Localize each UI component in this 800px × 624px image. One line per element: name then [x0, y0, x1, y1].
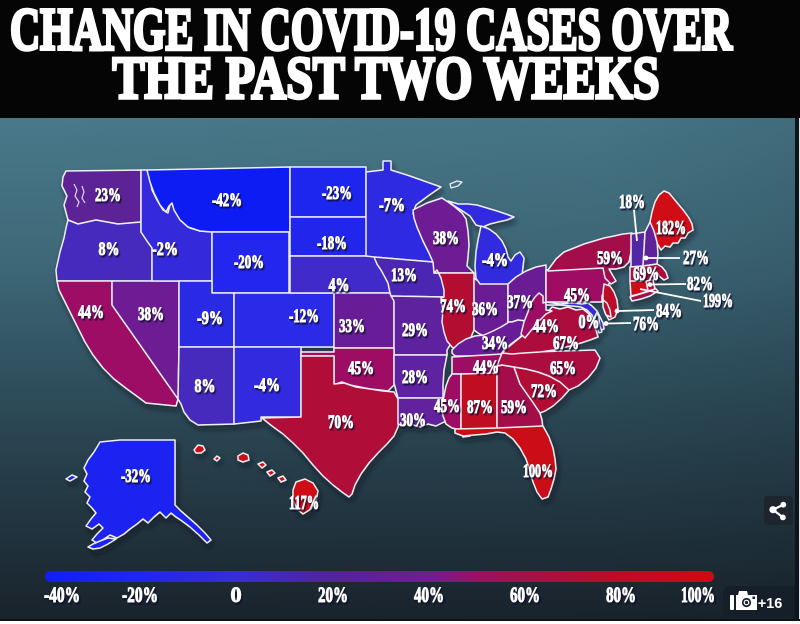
svg-text:74%: 74%: [440, 296, 466, 317]
svg-text:0: 0: [231, 582, 242, 607]
svg-text:87%: 87%: [467, 397, 493, 418]
svg-text:199%: 199%: [703, 290, 733, 312]
svg-text:100%: 100%: [681, 582, 715, 607]
svg-text:-4%: -4%: [482, 250, 508, 271]
svg-text:100%: 100%: [523, 461, 553, 482]
svg-text:-42%: -42%: [212, 190, 242, 211]
svg-text:27%: 27%: [683, 247, 709, 269]
svg-text:29%: 29%: [402, 320, 428, 341]
svg-text:60%: 60%: [510, 582, 540, 607]
svg-text:-18%: -18%: [317, 233, 347, 254]
svg-text:45%: 45%: [434, 396, 460, 417]
svg-text:80%: 80%: [606, 582, 636, 607]
svg-text:69%: 69%: [633, 263, 659, 285]
svg-text:117%: 117%: [289, 492, 319, 514]
svg-text:-20%: -20%: [122, 582, 158, 607]
svg-text:-2%: -2%: [152, 239, 178, 260]
svg-text:-40%: -40%: [44, 582, 80, 607]
svg-text:34%: 34%: [482, 333, 508, 354]
svg-text:182%: 182%: [656, 217, 686, 239]
svg-text:-4%: -4%: [254, 375, 280, 396]
svg-text:20%: 20%: [318, 582, 348, 607]
svg-text:+16: +16: [758, 596, 783, 612]
svg-text:0%: 0%: [579, 311, 600, 333]
svg-text:13%: 13%: [391, 265, 417, 286]
svg-text:70%: 70%: [328, 412, 354, 433]
svg-text:THE PAST TWO WEEKS: THE PAST TWO WEEKS: [113, 45, 660, 111]
svg-text:4%: 4%: [329, 275, 350, 296]
svg-text:65%: 65%: [550, 358, 576, 379]
svg-text:38%: 38%: [433, 228, 459, 249]
svg-text:28%: 28%: [402, 367, 428, 388]
svg-text:18%: 18%: [619, 191, 645, 213]
svg-text:-32%: -32%: [121, 466, 151, 487]
svg-text:36%: 36%: [472, 299, 498, 320]
svg-text:33%: 33%: [339, 316, 365, 337]
svg-text:-7%: -7%: [379, 195, 405, 216]
svg-text:67%: 67%: [553, 333, 579, 354]
svg-text:23%: 23%: [95, 185, 121, 206]
svg-text:-9%: -9%: [197, 308, 223, 329]
svg-text:30%: 30%: [400, 410, 426, 431]
svg-text:CHANGE IN COVID-19 CASES OVER: CHANGE IN COVID-19 CASES OVER: [10, 0, 732, 63]
svg-text:8%: 8%: [99, 239, 120, 260]
svg-text:38%: 38%: [138, 304, 164, 325]
svg-text:82%: 82%: [687, 273, 713, 295]
svg-text:72%: 72%: [531, 381, 557, 402]
svg-text:45%: 45%: [564, 285, 590, 306]
svg-text:76%: 76%: [633, 313, 659, 335]
svg-text:-12%: -12%: [289, 306, 319, 327]
svg-text:44%: 44%: [473, 357, 499, 378]
svg-text:45%: 45%: [348, 358, 374, 379]
svg-text:84%: 84%: [656, 300, 682, 322]
svg-text:8%: 8%: [195, 376, 216, 397]
svg-text:-20%: -20%: [234, 252, 264, 273]
svg-text:59%: 59%: [501, 397, 527, 418]
svg-text:40%: 40%: [414, 582, 444, 607]
svg-text:44%: 44%: [533, 316, 559, 337]
svg-text:37%: 37%: [507, 292, 533, 313]
svg-text:44%: 44%: [78, 302, 104, 323]
svg-text:-23%: -23%: [322, 183, 352, 204]
svg-text:59%: 59%: [597, 248, 623, 269]
